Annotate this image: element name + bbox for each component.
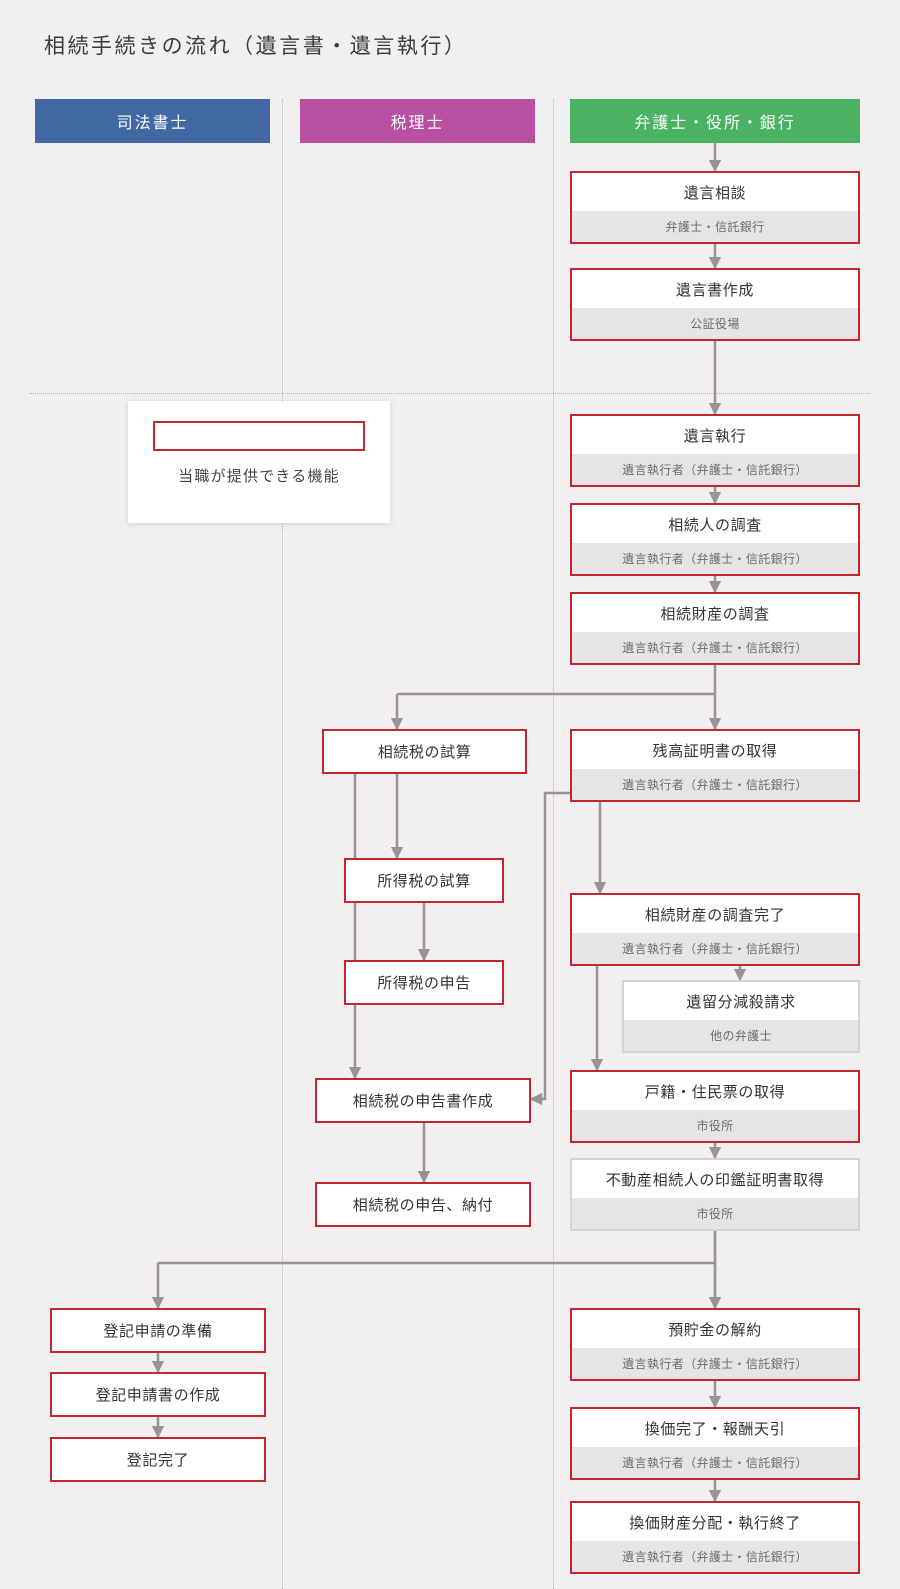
flow-box-title: 換価財産分配・執行終了 xyxy=(572,1503,858,1541)
flow-box-subtitle: 公証役場 xyxy=(572,308,858,339)
flow-box-title: 相続税の申告書作成 xyxy=(317,1080,529,1121)
flow-box-title: 登記申請書の作成 xyxy=(52,1374,264,1415)
flow-box-b9: 戸籍・住民票の取得市役所 xyxy=(570,1070,860,1143)
flow-box-subtitle: 市役所 xyxy=(572,1110,858,1141)
legend-card: 当職が提供できる機能 xyxy=(128,401,390,523)
flow-box-title: 登記申請の準備 xyxy=(52,1310,264,1351)
flow-box-title: 遺言執行 xyxy=(572,416,858,454)
flow-box-title: 相続人の調査 xyxy=(572,505,858,543)
column-header-shihoshoshi: 司法書士 xyxy=(35,99,270,143)
flow-box-b7: 相続財産の調査完了遺言執行者（弁護士・信託銀行） xyxy=(570,893,860,966)
legend-swatch xyxy=(153,421,365,451)
flow-box-title: 預貯金の解約 xyxy=(572,1310,858,1348)
row-divider-1 xyxy=(30,393,870,394)
flow-box-title: 遺留分減殺請求 xyxy=(624,982,858,1020)
flow-box-b1: 遺言相談弁護士・信託銀行 xyxy=(570,171,860,244)
flow-box-title: 残高証明書の取得 xyxy=(572,731,858,769)
legend-label: 当職が提供できる機能 xyxy=(128,451,390,486)
flow-box-s2: 登記申請書の作成 xyxy=(50,1372,266,1417)
flow-box-b13: 換価財産分配・執行終了遺言執行者（弁護士・信託銀行） xyxy=(570,1501,860,1574)
flow-box-title: 戸籍・住民票の取得 xyxy=(572,1072,858,1110)
flow-box-title: 遺言相談 xyxy=(572,173,858,211)
flow-box-subtitle: 遺言執行者（弁護士・信託銀行） xyxy=(572,769,858,800)
column-divider-2 xyxy=(553,99,554,1589)
flow-box-b3: 遺言執行遺言執行者（弁護士・信託銀行） xyxy=(570,414,860,487)
flow-box-title: 相続税の申告、納付 xyxy=(317,1184,529,1225)
flow-box-subtitle: 遺言執行者（弁護士・信託銀行） xyxy=(572,933,858,964)
flow-box-title: 相続税の試算 xyxy=(324,731,525,772)
column-divider-1 xyxy=(282,99,283,1589)
flow-box-b11: 預貯金の解約遺言執行者（弁護士・信託銀行） xyxy=(570,1308,860,1381)
flow-box-s1: 登記申請の準備 xyxy=(50,1308,266,1353)
column-header-bengoshi: 弁護士・役所・銀行 xyxy=(570,99,860,143)
flow-box-t3: 所得税の申告 xyxy=(344,960,504,1005)
flow-box-subtitle: 市役所 xyxy=(572,1198,858,1229)
flow-box-b2: 遺言書作成公証役場 xyxy=(570,268,860,341)
flow-box-s3: 登記完了 xyxy=(50,1437,266,1482)
flow-box-subtitle: 遺言執行者（弁護士・信託銀行） xyxy=(572,632,858,663)
flow-box-t2: 所得税の試算 xyxy=(344,858,504,903)
flow-box-subtitle: 遺言執行者（弁護士・信託銀行） xyxy=(572,1447,858,1478)
flow-box-subtitle: 遺言執行者（弁護士・信託銀行） xyxy=(572,454,858,485)
flow-box-title: 所得税の試算 xyxy=(346,860,502,901)
flow-box-subtitle: 遺言執行者（弁護士・信託銀行） xyxy=(572,1348,858,1379)
flow-box-subtitle: 弁護士・信託銀行 xyxy=(572,211,858,242)
flow-box-b12: 換価完了・報酬天引遺言執行者（弁護士・信託銀行） xyxy=(570,1407,860,1480)
flow-box-b10: 不動産相続人の印鑑証明書取得市役所 xyxy=(570,1158,860,1231)
flow-box-title: 登記完了 xyxy=(52,1439,264,1480)
flow-box-t5: 相続税の申告、納付 xyxy=(315,1182,531,1227)
flow-box-t4: 相続税の申告書作成 xyxy=(315,1078,531,1123)
flow-box-b8: 遺留分減殺請求他の弁護士 xyxy=(622,980,860,1053)
flow-box-t1: 相続税の試算 xyxy=(322,729,527,774)
flow-box-title: 換価完了・報酬天引 xyxy=(572,1409,858,1447)
flow-box-b4: 相続人の調査遺言執行者（弁護士・信託銀行） xyxy=(570,503,860,576)
flow-box-title: 所得税の申告 xyxy=(346,962,502,1003)
flow-box-title: 相続財産の調査完了 xyxy=(572,895,858,933)
flow-box-subtitle: 他の弁護士 xyxy=(624,1020,858,1051)
flow-box-b6: 残高証明書の取得遺言執行者（弁護士・信託銀行） xyxy=(570,729,860,802)
flow-box-title: 遺言書作成 xyxy=(572,270,858,308)
flow-box-title: 相続財産の調査 xyxy=(572,594,858,632)
flow-box-subtitle: 遺言執行者（弁護士・信託銀行） xyxy=(572,543,858,574)
flow-box-b5: 相続財産の調査遺言執行者（弁護士・信託銀行） xyxy=(570,592,860,665)
column-header-zeirishi: 税理士 xyxy=(300,99,535,143)
flow-box-subtitle: 遺言執行者（弁護士・信託銀行） xyxy=(572,1541,858,1572)
page-title: 相続手続きの流れ（遺言書・遺言執行） xyxy=(44,30,467,60)
flow-box-title: 不動産相続人の印鑑証明書取得 xyxy=(572,1160,858,1198)
